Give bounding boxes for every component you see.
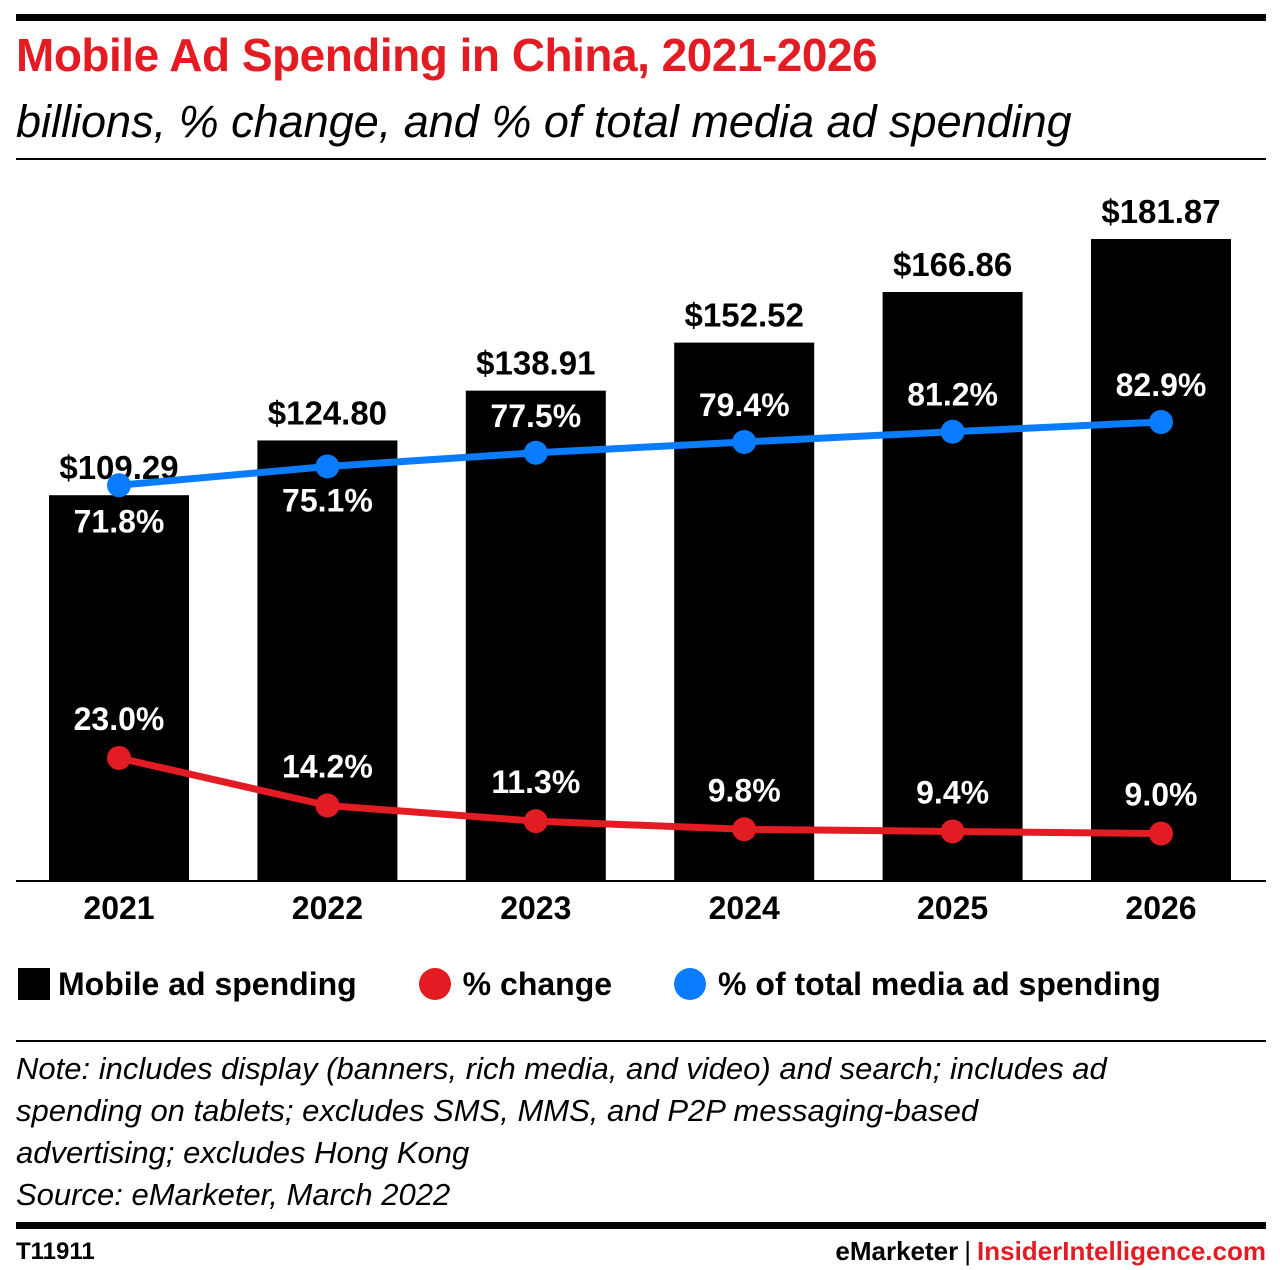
x-tick-label-2022: 2022 <box>292 890 363 926</box>
bar-2021 <box>49 495 189 881</box>
bar-value-label-2023: $138.91 <box>476 345 595 382</box>
top-rule <box>16 14 1266 21</box>
share-point-2026 <box>1149 410 1173 434</box>
share-label-2023: 77.5% <box>490 398 581 434</box>
note-line-2: spending on tablets; excludes SMS, MMS, … <box>16 1093 979 1128</box>
share-label-2026: 82.9% <box>1116 367 1207 403</box>
legend-item-share: % of total media ad spending <box>674 966 1161 1003</box>
chart-title: Mobile Ad Spending in China, 2021-2026 <box>16 29 878 81</box>
change-point-2023 <box>523 809 548 834</box>
change-label-2021: 23.0% <box>74 701 165 737</box>
note-line-3: advertising; excludes Hong Kong <box>16 1135 470 1170</box>
share-label-2022: 75.1% <box>282 482 373 518</box>
bar-value-label-2026: $181.87 <box>1101 193 1220 230</box>
change-point-2025 <box>940 819 965 844</box>
x-tick-label-2023: 2023 <box>500 890 571 926</box>
change-label-2023: 11.3% <box>491 764 580 800</box>
legend-item-change: % change <box>418 965 613 1003</box>
change-label-2025: 9.4% <box>916 774 989 810</box>
share-label-2025: 81.2% <box>907 377 998 413</box>
change-point-2026 <box>1149 821 1173 846</box>
x-tick-label-2025: 2025 <box>917 890 988 926</box>
legend-item-bars: Mobile ad spending <box>18 966 357 1003</box>
share-line <box>118 418 1162 489</box>
share-point-2022 <box>315 454 340 479</box>
bar-2025 <box>882 291 1023 881</box>
x-tick-label-2021: 2021 <box>83 890 154 926</box>
chart-note: Note: includes display (banners, rich me… <box>16 1048 1256 1216</box>
share-point-2021 <box>107 473 131 498</box>
bar-value-label-2025: $166.86 <box>893 246 1012 283</box>
change-label-2022: 14.2% <box>282 749 373 785</box>
subtitle-rule <box>16 158 1266 160</box>
brand-emarketer: eMarketer <box>835 1236 959 1266</box>
share-point-2025 <box>940 419 965 444</box>
chart-id: T11911 <box>16 1238 95 1265</box>
bar-2026 <box>1091 238 1231 881</box>
change-point-2022 <box>315 793 340 818</box>
share-label-2024: 79.4% <box>699 387 790 423</box>
brand-insider-intelligence[interactable]: InsiderIntelligence.com <box>977 1236 1266 1266</box>
note-rule <box>16 1040 1266 1042</box>
change-label-2026: 9.0% <box>1125 777 1198 813</box>
share-label-2021: 71.8% <box>74 503 165 539</box>
bar-value-label-2024: $152.52 <box>685 297 804 334</box>
footer-brand: eMarketer | InsiderIntelligence.com <box>835 1236 1266 1267</box>
legend: Mobile ad spending % change % of total m… <box>18 958 1223 1010</box>
bar-2023 <box>465 390 606 881</box>
bottom-rule <box>16 1222 1266 1229</box>
legend-swatch-share <box>674 968 707 1000</box>
note-line-1: Note: includes display (banners, rich me… <box>16 1051 1107 1086</box>
chart-subtitle: billions, % change, and % of total media… <box>16 96 1072 147</box>
x-tick-label-2024: 2024 <box>709 890 780 926</box>
legend-swatch-change <box>418 968 451 1000</box>
share-point-2023 <box>523 440 548 465</box>
chart-area: $109.29$124.80$138.91$152.52$166.86$181.… <box>16 193 1266 926</box>
legend-label-bars: Mobile ad spending <box>58 965 357 1002</box>
change-line <box>118 754 1162 838</box>
share-point-2024 <box>732 429 757 454</box>
legend-label-change: % change <box>462 965 613 1002</box>
x-tick-label-2026: 2026 <box>1125 890 1196 926</box>
change-label-2024: 9.8% <box>708 772 781 808</box>
source-line: Source: eMarketer, March 2022 <box>16 1177 451 1212</box>
brand-separator: | <box>964 1236 972 1266</box>
legend-label-share: % of total media ad spending <box>718 965 1161 1002</box>
change-point-2024 <box>732 817 757 842</box>
bar-value-label-2022: $124.80 <box>268 394 387 431</box>
legend-swatch-bars <box>18 968 50 1000</box>
change-point-2021 <box>107 746 131 770</box>
